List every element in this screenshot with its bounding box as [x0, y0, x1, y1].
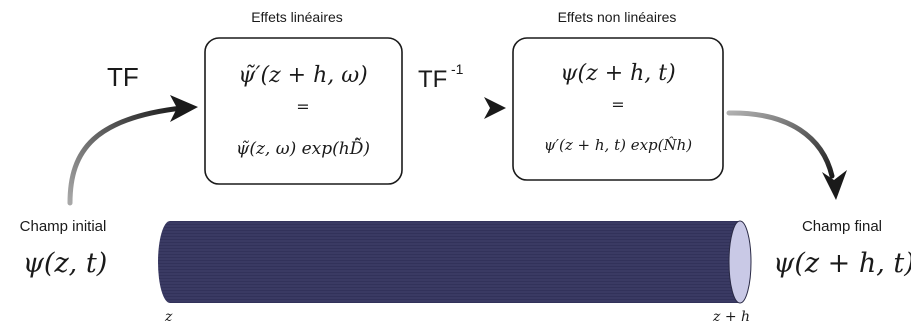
tf-arrowhead-icon — [170, 95, 198, 122]
linear-box-bottom-formula: ψ̃(z, ω) exp(hD̂̃) — [236, 138, 370, 159]
fiber-end-label: z + h — [712, 309, 750, 325]
linear-effects-box — [204, 37, 403, 185]
final-field-label: Champ final — [802, 218, 882, 235]
header-nonlinear-effects: Effets non linéaires — [558, 9, 677, 25]
fiber-start-label: z — [164, 309, 173, 325]
tf-inverse-label: TF — [418, 66, 447, 93]
initial-field-formula: ψ(z, t) — [23, 248, 107, 279]
tf-inverse-superscript: -1 — [451, 61, 464, 77]
initial-field-label: Champ initial — [20, 218, 107, 235]
header-linear-effects: Effets linéaires — [251, 9, 343, 25]
output-arrowhead-icon — [822, 170, 847, 200]
nonlinear-effects-box — [512, 37, 724, 181]
tf-inverse-arrowhead-icon — [484, 97, 506, 119]
linear-box-top-formula: ψ̃′(z + h, ω) — [238, 63, 368, 88]
output-curved-arrow — [726, 110, 835, 179]
nonlinear-box-top-formula: ψ(z + h, t) — [560, 61, 675, 86]
nonlinear-box-equals: = — [611, 95, 624, 114]
linear-box-equals: = — [296, 97, 309, 116]
fiber-body — [158, 221, 740, 303]
fiber-end-face — [728, 220, 752, 304]
nonlinear-box-bottom-formula: ψ′(z + h, t) exp(N̂h) — [544, 136, 692, 154]
optical-fiber — [158, 220, 752, 304]
tf-label: TF — [107, 62, 139, 92]
tf-curved-arrow — [67, 105, 185, 206]
final-field-formula: ψ(z + h, t) — [773, 248, 911, 279]
